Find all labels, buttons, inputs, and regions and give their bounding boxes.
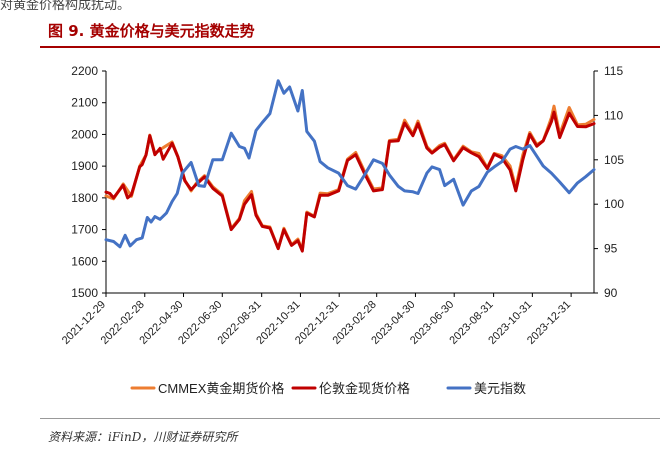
chart-lines [104,79,596,253]
legend-label-3: 美元指数 [474,381,526,396]
figure-title-bar: 图 9. 黄金价格与美元指数走势 [40,16,660,48]
bottom-divider [40,418,660,419]
series-line-2 [104,110,596,253]
y-right-tick-label: 110 [604,108,623,122]
source-note: 资料来源：iFinD，川财证券研究所 [48,430,238,444]
y-right-tick-label: 95 [604,242,618,256]
y-left-tick-label: 2000 [71,127,98,141]
chart-legend: CMMEX黄金期货价格 伦敦金现货价格 美元指数 [130,381,526,396]
line-chart: 1500 1600 1700 1800 1900 2000 2100 2200 90 95 100 1… [60,64,625,396]
legend-label-1: CMMEX黄金期货价格 [158,381,284,396]
series-line-1 [104,104,596,252]
y-right-tick-label: 105 [604,153,624,167]
y-left-tick-label: 1600 [71,254,98,268]
chart-container: 1500 1600 1700 1800 1900 2000 2100 2200 90 95 100 1… [40,52,640,418]
y-left-tick-label: 2200 [71,64,98,78]
intro-text: 对黄金价格构成扰动。 [0,0,131,13]
series-line-3 [104,79,596,249]
y-left-tick-label: 2100 [71,96,98,110]
figure-title: 图 9. 黄金价格与美元指数走势 [48,22,255,40]
y-left-tick-label: 1800 [71,191,98,205]
y-left-tick-label: 1900 [71,159,98,173]
y-right-tick-label: 115 [604,64,623,78]
y-right-tick-label: 90 [604,286,618,300]
y-right-tick-label: 100 [604,197,624,211]
y-left-tick-label: 1500 [71,286,98,300]
y-left-tick-label: 1700 [71,223,98,237]
chart-axes: 1500 1600 1700 1800 1900 2000 2100 2200 90 95 100 1… [60,64,625,347]
legend-label-2: 伦敦金现货价格 [319,381,410,396]
